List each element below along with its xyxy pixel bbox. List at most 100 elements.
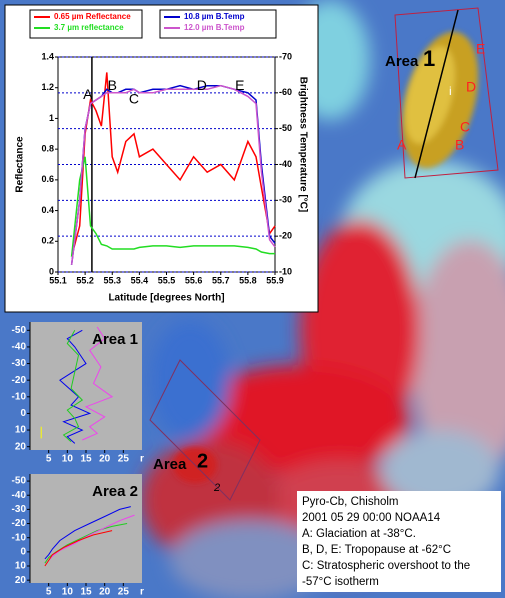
y2-tick-label: -30: [279, 195, 292, 205]
y-tick-label: -30: [12, 358, 27, 369]
legend-label: 12.0 µm B.Temp: [184, 23, 245, 32]
y2-axis-label: Brightness Temperature [°C]: [297, 77, 308, 213]
y-tick-label: -40: [12, 342, 27, 353]
y-tick-label: 1.2: [41, 82, 54, 92]
annotation: C: [129, 91, 139, 107]
y-tick-label: 20: [15, 441, 27, 452]
annotation: A: [83, 86, 93, 102]
series-line: [70, 156, 275, 257]
caption-line: 2001 05 29 00:00 NOAA14: [302, 512, 441, 524]
annotation: D: [197, 77, 207, 93]
y2-tick-label: -60: [279, 87, 292, 97]
plot-area: [30, 322, 142, 450]
series-line: [70, 84, 276, 265]
y2-tick-label: -20: [279, 231, 292, 241]
x-tick-label: 55.1: [49, 275, 67, 285]
y-tick-label: -30: [12, 504, 27, 515]
caption-line: C: Stratospheric overshoot to the: [302, 560, 470, 572]
point-letter: E: [476, 41, 485, 57]
area-number: 2: [197, 450, 208, 472]
x-tick-label: 10: [62, 587, 74, 598]
series-line: [44, 523, 128, 564]
y-tick-label: 0.6: [41, 174, 54, 184]
y-axis-label: Reflectance: [15, 136, 26, 193]
x-tick-label: 20: [99, 454, 111, 465]
caption-line: Pyro-Cb, Chisholm: [302, 496, 399, 508]
plot-area: [30, 474, 142, 583]
caption-line: B, D, E: Tropopause at -62°C: [302, 544, 451, 556]
legend-label: 0.65 µm Reflectance: [54, 12, 131, 21]
caption-line: -57°C isotherm: [302, 576, 379, 588]
x-tick-label: 55.4: [131, 275, 149, 285]
x-tick-label: 20: [99, 587, 111, 598]
x-tick-label: 55.6: [185, 275, 203, 285]
x-tick-label: 25: [118, 454, 130, 465]
y-tick-label: 20: [15, 575, 27, 586]
y-tick-label: 0.4: [41, 205, 54, 215]
y-tick-label: -20: [12, 375, 27, 386]
series-line: [59, 329, 92, 444]
y-tick-label: 1.4: [41, 51, 54, 61]
legend-label: 10.8 µm B.Temp: [184, 12, 245, 21]
x-tick-label: 25: [118, 587, 130, 598]
y-tick-label: -10: [12, 391, 27, 402]
legend-box: [29, 9, 143, 39]
annotation: E: [235, 77, 244, 93]
x-tick-label: 55.2: [76, 275, 94, 285]
y2-tick-label: -50: [279, 123, 292, 133]
x-tick-label: 15: [80, 587, 92, 598]
image-labels: Area 1 A B C D E i Area 2 2: [153, 41, 485, 494]
x-axis-label: r: [140, 454, 144, 465]
point-letter: B: [455, 137, 464, 153]
chart: -50 -40 -30 -20 -10 0 10 20 5 10 15 20 25 r Area 2: [12, 474, 144, 598]
chart-title: Area 1: [92, 331, 138, 348]
y-tick-label: -10: [12, 532, 27, 543]
x-axis-label: Latitude [degrees North]: [108, 293, 224, 304]
point-letter: C: [460, 119, 470, 135]
annotation: B: [108, 77, 117, 93]
y-tick-label: 0: [20, 546, 26, 557]
x-tick-label: 55.5: [158, 275, 176, 285]
series-line: [44, 506, 131, 560]
x-tick-label: 55.7: [212, 275, 230, 285]
caption-box: Pyro-Cb, Chisholm 2001 05 29 00:00 NOAA1…: [297, 491, 501, 592]
area-label: Area: [153, 456, 187, 473]
series-line: [82, 326, 114, 441]
x-tick-label: 10: [62, 454, 74, 465]
x-axis-label: r: [140, 587, 144, 598]
area-label: Area: [385, 53, 419, 70]
chart-title: Area 2: [92, 483, 138, 500]
y-tick-label: -50: [12, 476, 27, 487]
y-tick-label: 0: [20, 408, 26, 419]
y2-tick-label: -70: [279, 51, 292, 61]
legend-box: [159, 9, 277, 39]
point-letter: D: [466, 79, 476, 95]
point-mark: 2: [213, 482, 220, 494]
chart: 0 0.2 0.4 0.6 0.8 1 1.2 1.4 -10 -20 -30 -40 -50 -60 -7…: [4, 4, 319, 313]
y-tick-label: 0: [49, 266, 54, 276]
y-tick-label: -50: [12, 325, 27, 336]
legend-label: 3.7 µm reflectance: [54, 23, 124, 32]
caption-line: A: Glaciation at -38°C.: [302, 528, 416, 540]
series-line: [44, 530, 113, 567]
x-tick-label: 55.3: [103, 275, 121, 285]
x-tick-label: 55.8: [239, 275, 257, 285]
x-tick-label: 15: [80, 454, 92, 465]
y-tick-label: 0.2: [41, 236, 54, 246]
series-line: [62, 330, 84, 443]
point-mark: i: [449, 84, 452, 98]
y-tick-label: -20: [12, 518, 27, 529]
y-tick-label: -40: [12, 490, 27, 501]
y-tick-label: 1: [49, 113, 54, 123]
area-number: 1: [423, 46, 435, 71]
y2-tick-label: -10: [279, 266, 292, 276]
y-tick-label: 10: [15, 561, 27, 572]
point-letter: A: [397, 137, 407, 153]
x-tick-label: 5: [46, 587, 52, 598]
y-tick-label: 0.8: [41, 144, 54, 154]
x-tick-label: 5: [46, 454, 52, 465]
series-line: [70, 72, 276, 257]
y-tick-label: 10: [15, 425, 27, 436]
x-tick-label: 55.9: [266, 275, 284, 285]
